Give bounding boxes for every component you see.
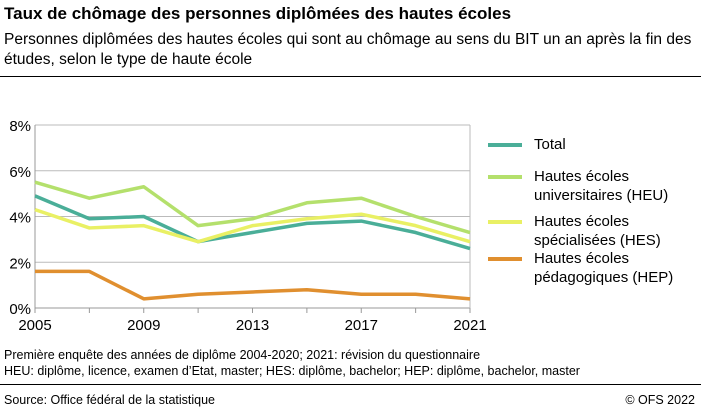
x-tick-label: 2005: [18, 317, 51, 334]
divider: [0, 384, 701, 385]
legend-swatch: [488, 143, 522, 147]
legend-label: Hautes écoles pédagogiques (HEP): [534, 250, 674, 286]
series-line-0: [34, 194, 471, 251]
y-tick-label: 4%: [9, 210, 31, 227]
legend-item: Hautes écoles pédagogiques (HEP): [488, 249, 694, 287]
x-tick-label: 2021: [453, 317, 486, 334]
legend-swatch: [488, 175, 522, 179]
legend-swatch: [488, 257, 522, 261]
legend-item: Total: [488, 135, 694, 154]
y-tick-label: 0%: [9, 301, 31, 318]
x-tick-label: 2013: [236, 317, 269, 334]
line-chart: 0% 2% 4% 6% 8% 2005 2009 2013 2017 2021: [9, 118, 486, 334]
y-tick-label: 8%: [9, 118, 31, 135]
source: Source: Office fédéral de la statistique: [4, 393, 215, 407]
y-tick-label: 6%: [9, 164, 31, 181]
y-tick-label: 2%: [9, 255, 31, 272]
x-tick-label: 2017: [345, 317, 378, 334]
legend-item: Hautes écoles spécialisées (HES): [488, 212, 694, 250]
legend-label: Hautes écoles spécialisées (HES): [534, 213, 661, 249]
copyright: © OFS 2022: [625, 393, 695, 407]
chart-title: Taux de chômage des personnes diplômées …: [4, 4, 512, 23]
legend-label: Hautes écoles universitaires (HEU): [534, 168, 669, 204]
chart-subtitle: Personnes diplômées des hautes écoles qu…: [4, 31, 692, 68]
note-1: Première enquête des années de diplôme 2…: [4, 348, 481, 362]
divider: [0, 76, 701, 77]
note-2: HEU: diplôme, licence, examen d’Etat, ma…: [4, 364, 580, 378]
x-tick-label: 2009: [127, 317, 160, 334]
legend-label: Total: [534, 136, 566, 153]
series-line-3: [35, 269, 471, 301]
series-line-2: [34, 207, 471, 244]
series-line-1: [34, 180, 471, 235]
legend-item: Hautes écoles universitaires (HEU): [488, 167, 694, 205]
legend-swatch: [488, 220, 522, 224]
